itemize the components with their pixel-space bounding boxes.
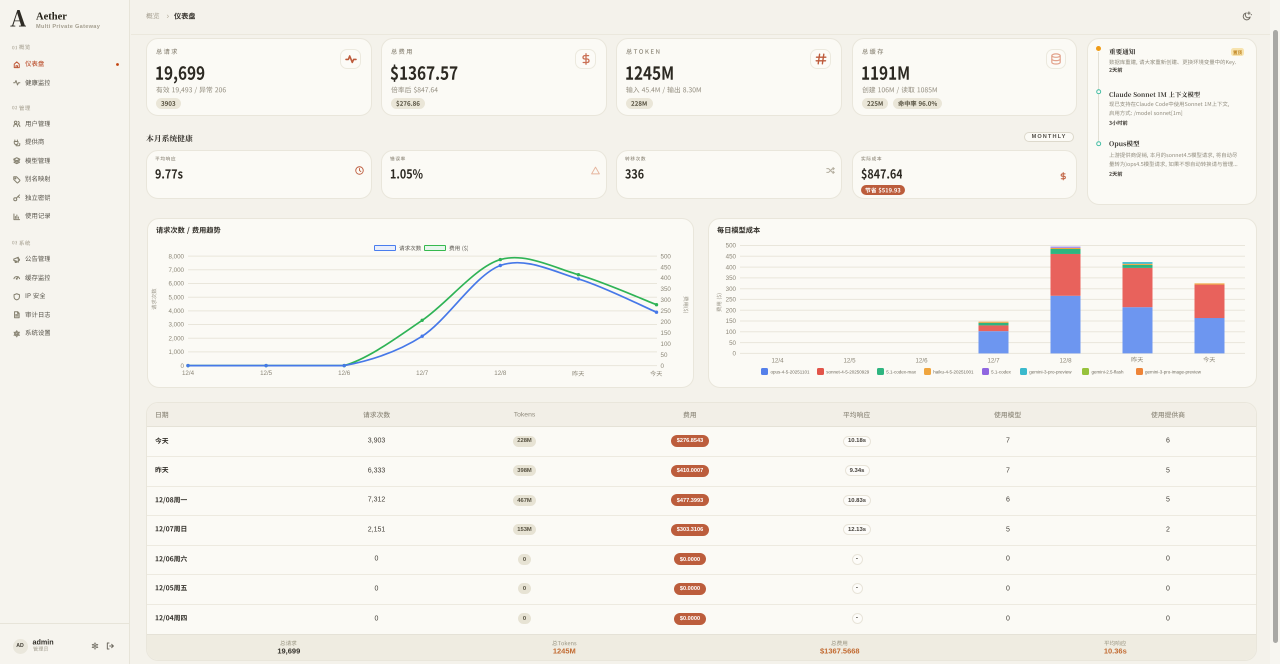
svg-text:400: 400 (661, 275, 672, 282)
svg-text:1,000: 1,000 (169, 349, 185, 356)
svg-text:200: 200 (726, 307, 737, 314)
svg-text:12/7: 12/7 (987, 358, 1000, 365)
svg-text:500: 500 (726, 243, 737, 250)
svg-text:12/5: 12/5 (260, 370, 273, 377)
svg-text:100: 100 (726, 329, 737, 336)
svg-text:12/4: 12/4 (182, 370, 195, 377)
svg-text:0: 0 (181, 363, 185, 370)
svg-text:4,000: 4,000 (169, 308, 185, 315)
svg-text:400: 400 (726, 264, 737, 271)
svg-text:12/4: 12/4 (771, 358, 784, 365)
svg-text:7,000: 7,000 (169, 267, 185, 274)
svg-text:50: 50 (661, 352, 668, 359)
svg-text:12/5: 12/5 (843, 358, 856, 365)
svg-text:5,000: 5,000 (169, 294, 185, 301)
svg-text:0: 0 (661, 363, 665, 370)
svg-text:350: 350 (661, 286, 672, 293)
svg-text:12/6: 12/6 (915, 358, 928, 365)
svg-text:200: 200 (661, 319, 672, 326)
svg-text:12/8: 12/8 (1059, 358, 1072, 365)
svg-text:450: 450 (726, 254, 737, 261)
svg-text:50: 50 (729, 340, 736, 347)
svg-text:6,000: 6,000 (169, 281, 185, 288)
svg-text:2,000: 2,000 (169, 335, 185, 342)
svg-text:150: 150 (661, 330, 672, 337)
svg-text:500: 500 (661, 253, 672, 260)
svg-text:12/7: 12/7 (416, 370, 429, 377)
svg-text:250: 250 (726, 297, 737, 304)
svg-text:150: 150 (726, 318, 737, 325)
svg-text:450: 450 (661, 264, 672, 271)
svg-text:8,000: 8,000 (169, 253, 185, 260)
svg-text:100: 100 (661, 341, 672, 348)
svg-text:300: 300 (661, 297, 672, 304)
svg-text:12/8: 12/8 (494, 370, 507, 377)
svg-text:300: 300 (726, 286, 737, 293)
svg-text:3,000: 3,000 (169, 322, 185, 329)
svg-text:350: 350 (726, 275, 737, 282)
svg-text:250: 250 (661, 308, 672, 315)
svg-text:0: 0 (733, 351, 737, 358)
svg-text:12/6: 12/6 (338, 370, 351, 377)
